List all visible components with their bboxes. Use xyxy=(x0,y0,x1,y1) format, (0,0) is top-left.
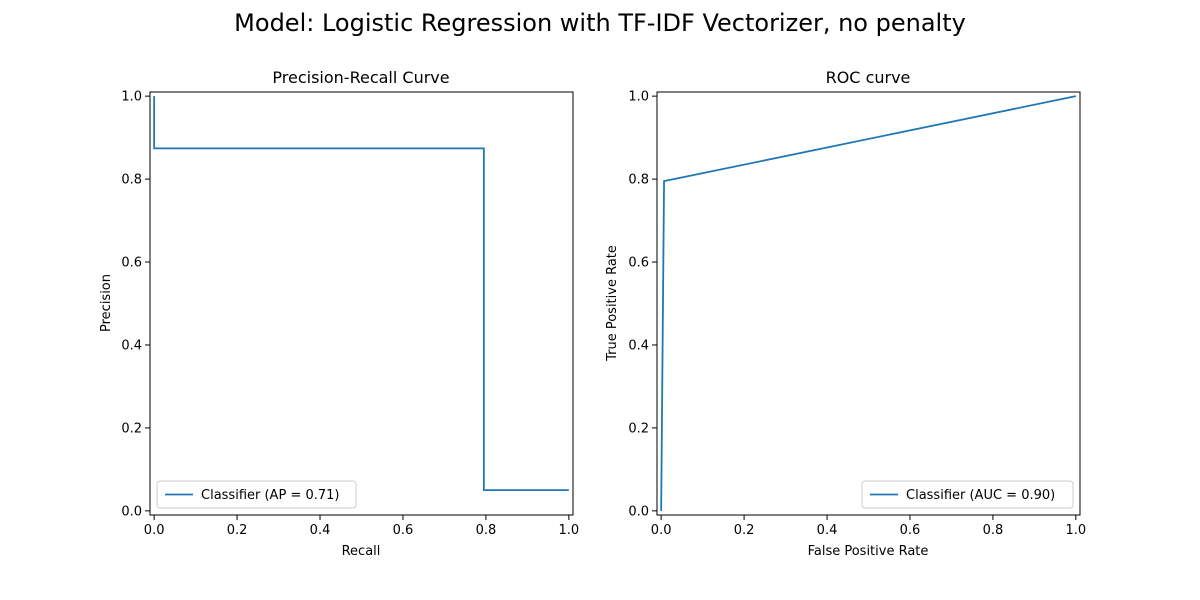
pr-xtick-label: 0.8 xyxy=(476,523,497,538)
pr-panel: Precision-Recall Curve 0.0 0.2 0.4 0.6 0.8 1.… xyxy=(99,68,579,559)
pr-ytick-label: 0.6 xyxy=(121,256,142,271)
roc-legend-box xyxy=(861,480,1074,509)
pr-xtick-label: 0.0 xyxy=(144,523,165,538)
pr-legend: Classifier (AP = 0.71) xyxy=(156,480,357,509)
roc-legend-label: Classifier (AUC = 0.90) xyxy=(906,488,1055,503)
pr-series-line-0 xyxy=(153,96,569,492)
roc-title: ROC curve xyxy=(826,68,911,87)
pr-xtick-label: 1.0 xyxy=(559,523,580,538)
pr-title: Precision-Recall Curve xyxy=(272,68,449,87)
pr-xtick-label: 0.2 xyxy=(227,523,248,538)
pr-ytick-label: 0.4 xyxy=(121,338,142,353)
roc-xtick-label: 0.4 xyxy=(817,523,838,538)
pr-axes-frame xyxy=(149,91,574,516)
pr-plot-area: 0.0 0.2 0.4 0.6 0.8 1.0 0.0 0.2 0.4 0.6 0.8 1.0 Clas… xyxy=(121,90,579,538)
roc-series-line-0 xyxy=(660,95,1077,511)
roc-xtick-label: 0.0 xyxy=(651,523,672,538)
pr-ytick-label: 0.2 xyxy=(121,421,142,436)
roc-xtick-label: 0.2 xyxy=(734,523,755,538)
roc-ylabel: True Positive Rate xyxy=(605,245,620,362)
roc-xtick-label: 0.6 xyxy=(900,523,921,538)
roc-xtick-label: 1.0 xyxy=(1066,523,1087,538)
roc-plot-area: 0.0 0.2 0.4 0.6 0.8 1.0 0.0 0.2 0.4 0.6 0.8 1.0 Clas… xyxy=(628,90,1086,538)
pr-legend-box xyxy=(156,480,357,509)
pr-xlabel: Recall xyxy=(342,544,381,559)
roc-legend: Classifier (AUC = 0.90) xyxy=(861,480,1074,509)
roc-ytick-label: 0.2 xyxy=(628,421,649,436)
pr-ylabel: Precision xyxy=(99,274,114,332)
roc-ytick-label: 1.0 xyxy=(628,90,649,105)
figure-title: Model: Logistic Regression with TF-IDF V… xyxy=(234,9,966,37)
roc-ytick-label: 0.4 xyxy=(628,338,649,353)
pr-xtick-label: 0.6 xyxy=(393,523,414,538)
pr-ytick-label: 0.8 xyxy=(121,173,142,188)
roc-axes-frame xyxy=(656,91,1081,516)
roc-xlabel: False Positive Rate xyxy=(808,544,929,559)
roc-ytick-label: 0.0 xyxy=(628,504,649,519)
roc-ytick-label: 0.6 xyxy=(628,256,649,271)
pr-ytick-label: 0.0 xyxy=(121,504,142,519)
roc-panel: ROC curve 0.0 0.2 0.4 0.6 0.8 1.0 0.0 0.2 0.4 0.6… xyxy=(605,68,1086,559)
roc-xtick-label: 0.8 xyxy=(983,523,1004,538)
roc-ytick-label: 0.8 xyxy=(628,173,649,188)
pr-ytick-label: 1.0 xyxy=(121,90,142,105)
pr-legend-label: Classifier (AP = 0.71) xyxy=(201,488,339,503)
pr-xtick-label: 0.4 xyxy=(310,523,331,538)
